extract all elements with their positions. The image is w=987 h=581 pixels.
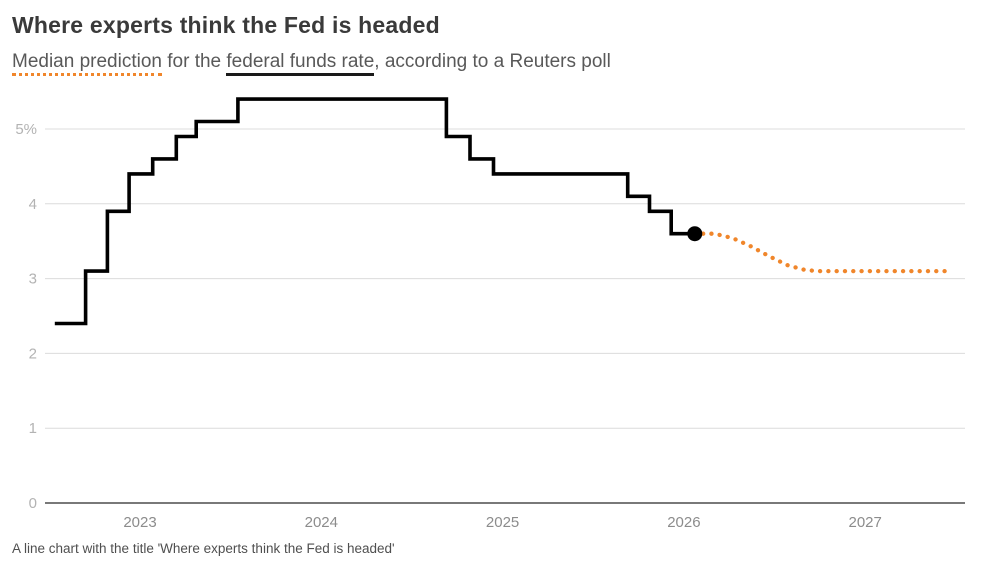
y-tick-label: 3: [29, 271, 37, 288]
subtitle-tail-text: , according to a Reuters poll: [374, 51, 611, 72]
y-tick-label: 0: [29, 495, 37, 512]
y-tick-label: 4: [29, 196, 37, 213]
subtitle-median-prediction-key: Median prediction: [12, 51, 162, 76]
x-tick-label: 2025: [486, 514, 519, 531]
actual-rate-step-line: [54, 97, 695, 326]
y-tick-label: 5%: [15, 121, 37, 138]
chart-subtitle: Median prediction for the federal funds …: [12, 50, 611, 76]
y-tick-label: 1: [29, 420, 37, 437]
subtitle-connector-text: for the: [161, 51, 227, 72]
chart-title: Where experts think the Fed is headed: [12, 12, 440, 38]
x-tick-label: 2024: [305, 514, 338, 531]
accessibility-caption: A line chart with the title 'Where exper…: [12, 541, 395, 556]
current-value-dot: [687, 226, 703, 242]
x-tick-label: 2023: [123, 514, 156, 531]
y-tick-label: 2: [29, 345, 37, 362]
subtitle-federal-funds-rate-term: federal funds rate: [226, 51, 375, 76]
x-tick-label: 2026: [667, 514, 700, 531]
x-tick-label: 2027: [849, 514, 882, 531]
median-prediction-dotted-line: [692, 231, 953, 274]
